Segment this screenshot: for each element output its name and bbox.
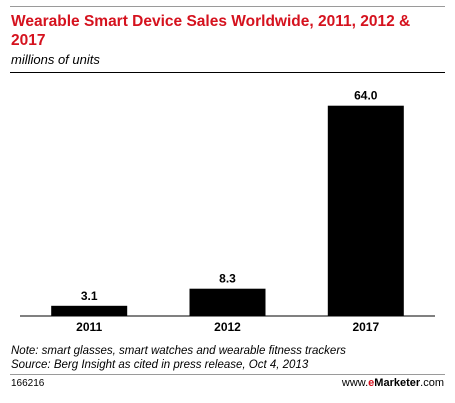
x-tick-label-2017: 2017 bbox=[352, 320, 379, 334]
data-label-2017: 64.0 bbox=[354, 89, 378, 103]
bar-2017 bbox=[327, 105, 404, 316]
chart-title: Wearable Smart Device Sales Worldwide, 2… bbox=[11, 13, 411, 49]
x-axis-ticks: 2011 2012 2017 bbox=[76, 320, 379, 334]
x-tick-label-2012: 2012 bbox=[214, 320, 241, 334]
bar-2012 bbox=[189, 288, 266, 316]
x-tick-label-2011: 2011 bbox=[76, 320, 102, 334]
chart-id: 166216 bbox=[11, 378, 45, 389]
chart-note: Note: smart glasses, smart watches and w… bbox=[11, 345, 346, 357]
top-rule bbox=[10, 6, 445, 7]
chart-subtitle: millions of units bbox=[11, 52, 100, 67]
chart-source: Source: Berg Insight as cited in press r… bbox=[11, 359, 309, 371]
brand-suffix: .com bbox=[420, 377, 444, 389]
brand-name: Marketer bbox=[374, 377, 421, 389]
brand-prefix: www. bbox=[341, 377, 369, 389]
brand-accent: e bbox=[368, 377, 375, 389]
bar-2011 bbox=[51, 305, 128, 316]
data-label-2011: 3.1 bbox=[81, 289, 98, 303]
data-label-2012: 8.3 bbox=[219, 272, 236, 286]
subtitle-rule bbox=[10, 72, 445, 73]
footer-rule bbox=[10, 374, 445, 375]
bars-layer: 3.1 8.3 64.0 bbox=[51, 89, 404, 316]
brand-url[interactable]: www.eMarketer.com bbox=[342, 377, 444, 390]
